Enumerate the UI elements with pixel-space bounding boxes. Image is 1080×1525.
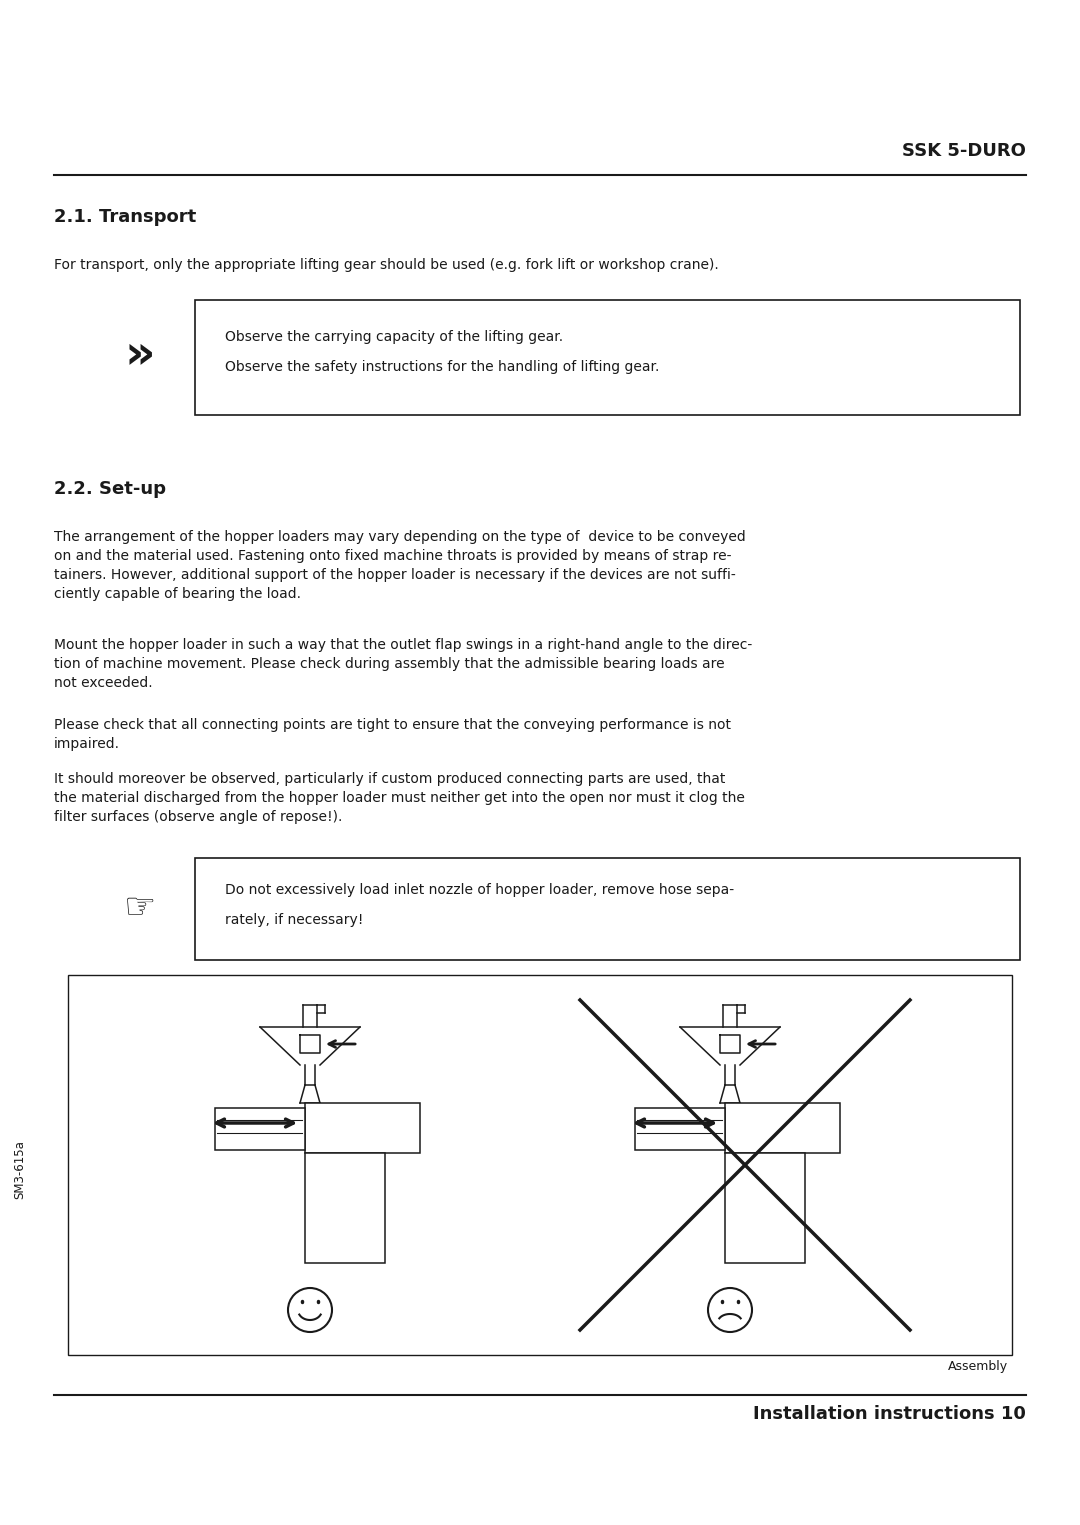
Text: Mount the hopper loader in such a way that the outlet flap swings in a right-han: Mount the hopper loader in such a way th…	[54, 637, 753, 689]
Text: Assembly: Assembly	[948, 1360, 1008, 1372]
Text: SM3-615a: SM3-615a	[13, 1141, 27, 1200]
Bar	[725, 1153, 805, 1263]
Text: SSK 5-DURO: SSK 5-DURO	[902, 142, 1026, 160]
Text: Observe the carrying capacity of the lifting gear.: Observe the carrying capacity of the lif…	[225, 329, 563, 345]
Bar	[215, 1109, 305, 1150]
Text: Observe the safety instructions for the handling of lifting gear.: Observe the safety instructions for the …	[225, 360, 660, 374]
Text: rately, if necessary!: rately, if necessary!	[225, 913, 363, 927]
Text: It should moreover be observed, particularly if custom produced connecting parts: It should moreover be observed, particul…	[54, 772, 745, 824]
Text: 2.2. Set-up: 2.2. Set-up	[54, 480, 166, 499]
Bar	[725, 1103, 840, 1153]
Text: For transport, only the appropriate lifting gear should be used (e.g. fork lift : For transport, only the appropriate lift…	[54, 258, 719, 271]
Bar	[195, 300, 1020, 415]
Text: The arrangement of the hopper loaders may vary depending on the type of  device : The arrangement of the hopper loaders ma…	[54, 531, 746, 601]
Text: Do not excessively load inlet nozzle of hopper loader, remove hose sepa-: Do not excessively load inlet nozzle of …	[225, 883, 734, 897]
Bar	[68, 974, 1012, 1356]
Text: Please check that all connecting points are tight to ensure that the conveying p: Please check that all connecting points …	[54, 718, 731, 750]
Bar	[635, 1109, 725, 1150]
Text: 2.1. Transport: 2.1. Transport	[54, 207, 197, 226]
Bar	[305, 1153, 384, 1263]
Text: ☞: ☞	[124, 891, 157, 924]
Bar	[195, 859, 1020, 961]
Bar	[305, 1103, 420, 1153]
Text: Installation instructions 10: Installation instructions 10	[753, 1405, 1026, 1423]
Text: »: »	[124, 332, 156, 378]
